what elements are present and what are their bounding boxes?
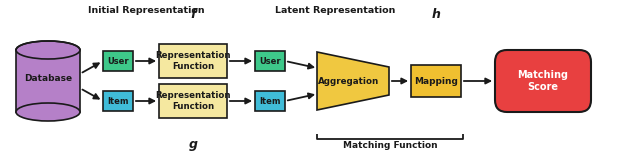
Text: g: g [189, 138, 198, 151]
Ellipse shape [16, 41, 80, 59]
Bar [103, 91, 133, 111]
Text: Item: Item [108, 96, 129, 105]
Bar [159, 44, 227, 78]
Bar [411, 65, 461, 97]
Text: h: h [431, 8, 440, 21]
Text: User: User [107, 57, 129, 66]
Text: Database: Database [24, 74, 72, 82]
Text: Aggregation: Aggregation [318, 76, 380, 85]
Bar [17, 50, 79, 112]
Text: Item: Item [259, 96, 281, 105]
Ellipse shape [16, 103, 80, 121]
Text: User: User [259, 57, 281, 66]
Text: Initial Representation: Initial Representation [88, 6, 205, 15]
Polygon shape [317, 52, 389, 110]
Text: Representation
Function: Representation Function [156, 91, 231, 111]
Bar [159, 84, 227, 118]
Text: Latent Representation: Latent Representation [275, 6, 396, 15]
Bar [16, 50, 80, 112]
Bar [103, 51, 133, 71]
Bar [255, 91, 285, 111]
Bar [255, 51, 285, 71]
Text: f: f [190, 8, 196, 21]
Text: Mapping: Mapping [414, 76, 458, 85]
Text: Matching Function: Matching Function [342, 141, 437, 150]
FancyBboxPatch shape [495, 50, 591, 112]
Text: Representation
Function: Representation Function [156, 51, 231, 71]
Text: Matching
Score: Matching Score [518, 70, 568, 92]
